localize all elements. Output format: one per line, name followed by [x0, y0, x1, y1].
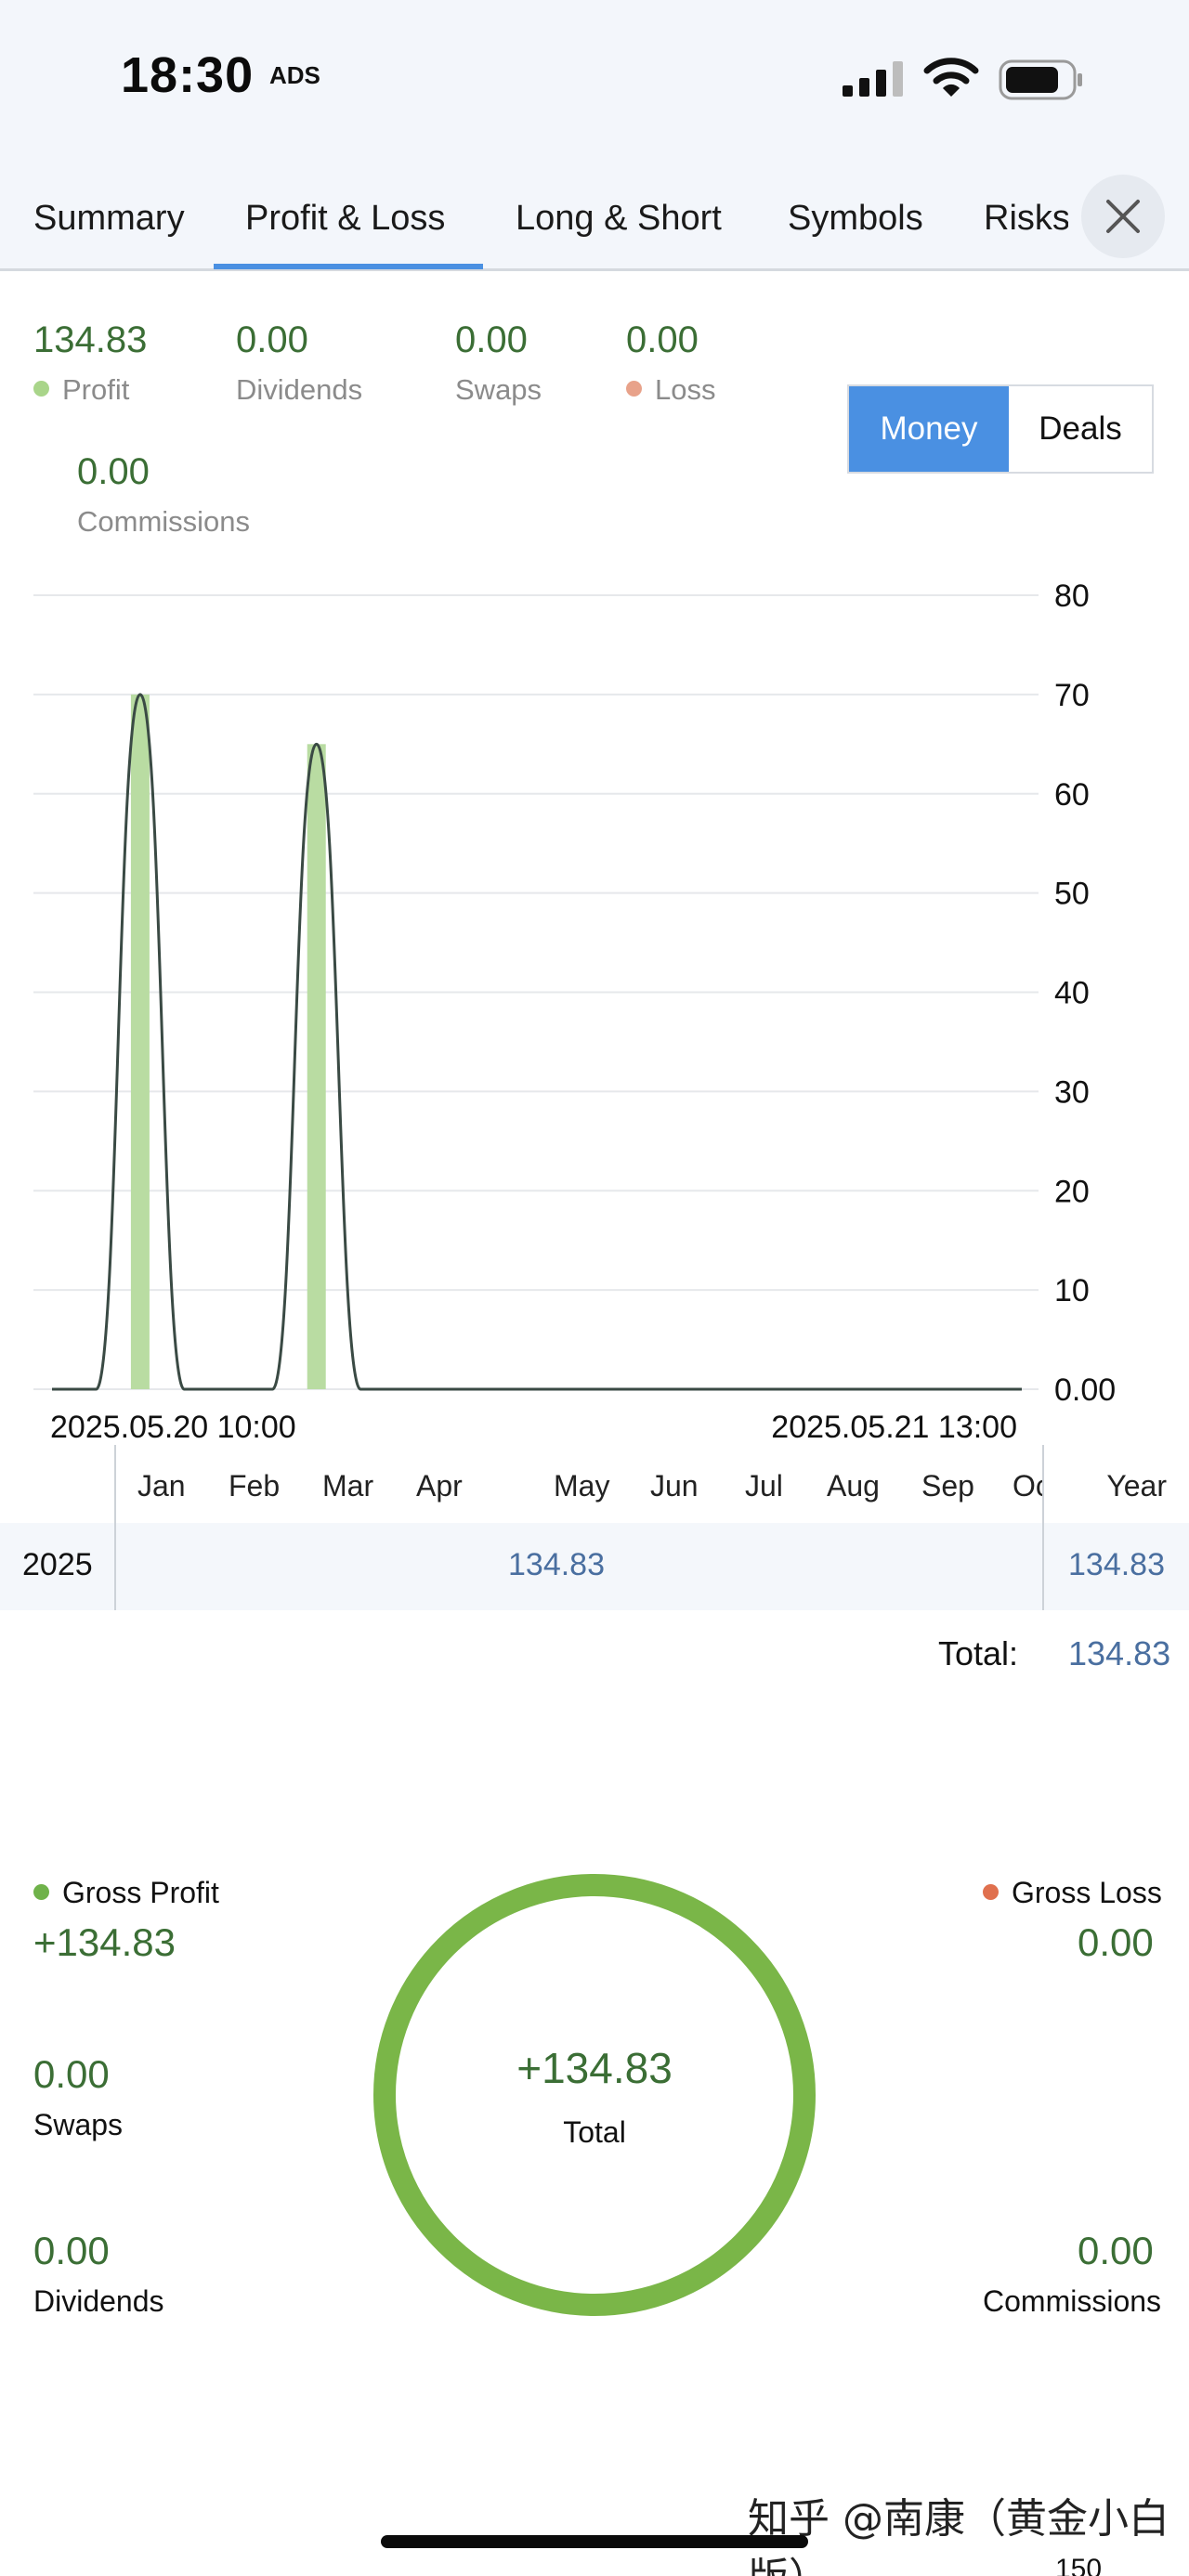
total-label: Total:: [938, 1634, 1019, 1672]
y-tick-label: 60: [1054, 777, 1090, 813]
month-apr: Apr: [416, 1469, 463, 1503]
tab-summary[interactable]: Summary: [33, 199, 185, 238]
ring-total-label: Total: [563, 2115, 626, 2149]
year-header: Year: [1106, 1469, 1167, 1503]
chart-bar: [130, 694, 150, 1389]
table-divider-left: [114, 1445, 116, 1610]
loss-value: 0.00: [626, 319, 699, 360]
dividends-label: Dividends: [236, 373, 363, 406]
deals-toggle-button[interactable]: Deals: [1039, 410, 1122, 447]
tab-risks[interactable]: Risks: [984, 199, 1068, 238]
commissions-value: 0.00: [77, 451, 150, 492]
dividends-gross-value: 0.00: [33, 2229, 110, 2272]
y-tick-label: 20: [1054, 1174, 1090, 1209]
y-tick-label: 50: [1054, 877, 1090, 912]
month-aug: Aug: [827, 1469, 880, 1503]
gross-loss-label: Gross Loss: [983, 1876, 1162, 1910]
swaps-label: Swaps: [455, 373, 542, 406]
y-tick-label: 80: [1054, 579, 1090, 614]
gross-loss-dot: [983, 1884, 999, 1901]
loss-label: Loss: [626, 373, 715, 407]
commissions-label: Commissions: [77, 505, 251, 538]
close-icon: [1106, 200, 1140, 233]
table-divider-right: [1042, 1445, 1044, 1610]
month-jul: Jul: [745, 1469, 783, 1503]
tab-bar: Summary Profit & Loss Long & Short Symbo…: [0, 156, 1189, 271]
gross-profit-label: Gross Profit: [33, 1876, 219, 1910]
month-sep: Sep: [921, 1469, 974, 1503]
profit-dot: [33, 381, 49, 397]
home-indicator: [381, 2535, 808, 2548]
commissions-gross-label: Commissions: [983, 2284, 1162, 2318]
month-jan: Jan: [137, 1469, 186, 1503]
loss-dot: [626, 381, 642, 397]
chart-bar: [307, 744, 326, 1389]
total-ring: [373, 1874, 816, 2316]
profit-label-text: Profit: [62, 373, 130, 406]
money-toggle-button[interactable]: Money: [849, 386, 1009, 472]
money-deals-toggle: Money Deals: [847, 384, 1154, 474]
signal-icon: [843, 61, 903, 97]
gross-profit-label-text: Gross Profit: [62, 1876, 219, 1909]
cell-may-value: 134.83: [508, 1547, 605, 1582]
battery-icon: [999, 59, 1082, 100]
profit-chart: 80 70 60 50 40 30 20 10 0.00 2025.05.20 10:00 2025…: [33, 579, 1116, 1445]
month-table-header: Jan Feb Mar Apr May Jun Jul Aug Sep Oct …: [0, 1445, 1189, 1523]
profit-value: 134.83: [33, 319, 148, 360]
total-value: 134.83: [1068, 1634, 1171, 1672]
profit-label: Profit: [33, 373, 129, 407]
commissions-gross-value: 0.00: [1078, 2229, 1154, 2272]
row-year-label: 2025: [22, 1547, 93, 1582]
dividends-value: 0.00: [236, 319, 308, 360]
y-tick-label: 30: [1054, 1074, 1090, 1110]
chart-series-line: [52, 693, 1022, 1391]
wifi-icon: [923, 58, 979, 97]
swaps-gross-value: 0.00: [33, 2052, 110, 2096]
y-tick-label: 40: [1054, 976, 1090, 1011]
tab-long-short[interactable]: Long & Short: [516, 199, 722, 238]
month-feb: Feb: [229, 1469, 281, 1503]
y-tick-label: 0.00: [1054, 1373, 1116, 1408]
gross-profit-value: +134.83: [33, 1920, 176, 1964]
next-chart-tick: 150: [1055, 2554, 1103, 2576]
close-button[interactable]: [1081, 175, 1165, 258]
month-jun: Jun: [650, 1469, 699, 1503]
loss-label-text: Loss: [655, 373, 716, 406]
table-row[interactable]: 2025 134.83 134.83: [0, 1523, 1189, 1610]
active-tab-indicator: [214, 264, 483, 269]
status-bar: 18:30 ADS: [0, 0, 1189, 156]
x-end-label: 2025.05.21 13:00: [771, 1410, 1017, 1445]
status-ads-label: ADS: [269, 61, 320, 89]
tab-clip: Risks: [966, 156, 1068, 267]
month-oct-clip: Oct: [1013, 1445, 1042, 1523]
y-tick-label: 10: [1054, 1273, 1090, 1308]
swaps-value: 0.00: [455, 319, 528, 360]
month-oct: Oct: [1013, 1469, 1042, 1503]
gross-loss-label-text: Gross Loss: [1012, 1876, 1162, 1909]
x-start-label: 2025.05.20 10:00: [50, 1410, 296, 1445]
tab-symbols[interactable]: Symbols: [788, 199, 923, 238]
watermark: 知乎 @南康（黄金小白版）: [748, 2495, 1169, 2576]
swaps-gross-label: Swaps: [33, 2108, 124, 2141]
dividends-gross-label: Dividends: [33, 2284, 164, 2318]
gross-profit-dot: [33, 1884, 49, 1901]
y-tick-label: 70: [1054, 678, 1090, 713]
month-may: May: [554, 1469, 610, 1503]
ring-total-value: +134.83: [516, 2044, 673, 2092]
tab-profit-loss[interactable]: Profit & Loss: [245, 199, 446, 238]
status-time: 18:30: [121, 47, 255, 103]
gross-loss-value: 0.00: [1078, 1920, 1154, 1964]
month-mar: Mar: [322, 1469, 374, 1503]
cell-year-value: 134.83: [1068, 1547, 1165, 1582]
